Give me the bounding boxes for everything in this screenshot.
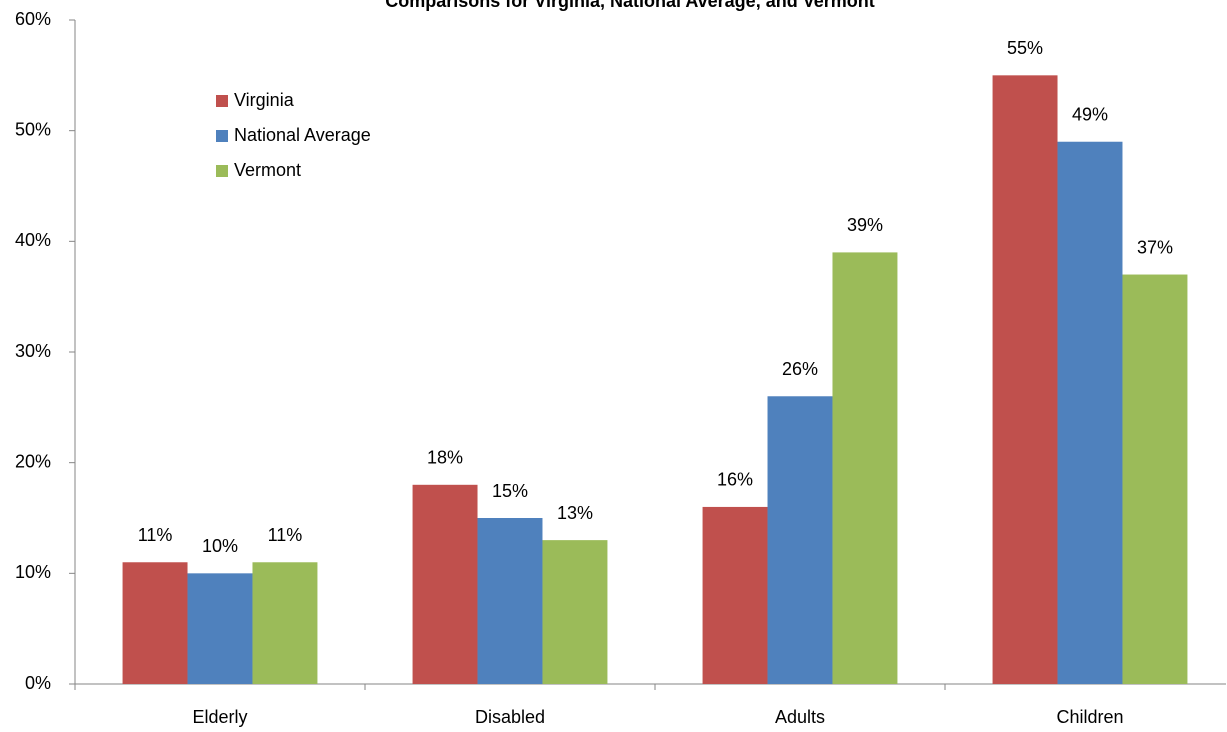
legend-swatch [216, 165, 228, 177]
bar [767, 396, 833, 684]
value-label: 13% [557, 503, 593, 523]
legend-label: National Average [234, 125, 371, 145]
bar [702, 506, 768, 684]
value-label: 11% [138, 525, 173, 545]
value-label: 16% [717, 470, 753, 490]
bar [832, 252, 898, 684]
x-tick-label: Disabled [475, 707, 545, 727]
bar [992, 75, 1058, 685]
bar [252, 562, 318, 684]
y-tick-label: 10% [15, 562, 51, 582]
y-tick-label: 40% [15, 230, 51, 250]
value-label: 37% [1137, 237, 1173, 257]
legend-swatch [216, 130, 228, 142]
value-label: 11% [268, 525, 303, 545]
x-tick-label: Adults [775, 707, 825, 727]
value-label: 39% [847, 215, 883, 235]
value-label: 55% [1007, 38, 1043, 58]
bar [477, 518, 543, 684]
value-label: 10% [202, 536, 238, 556]
bar [542, 540, 608, 684]
bar [412, 484, 478, 684]
y-tick-label: 60% [15, 9, 51, 29]
legend-label: Vermont [234, 160, 301, 180]
bar [1057, 141, 1123, 684]
y-tick-label: 50% [15, 119, 51, 139]
y-tick-label: 30% [15, 341, 51, 361]
value-label: 26% [782, 359, 818, 379]
y-tick-label: 0% [25, 673, 51, 693]
value-label: 49% [1072, 104, 1108, 124]
legend-swatch [216, 95, 228, 107]
y-tick-label: 20% [15, 451, 51, 471]
x-tick-label: Elderly [192, 707, 247, 727]
bar [187, 573, 253, 684]
bar [122, 562, 188, 684]
value-label: 18% [427, 448, 463, 468]
legend-label: Virginia [234, 90, 295, 110]
chart-title: Comparisons for Virginia, National Avera… [385, 0, 874, 11]
value-label: 15% [492, 481, 528, 501]
x-tick-label: Children [1056, 707, 1123, 727]
bar [1122, 274, 1188, 684]
